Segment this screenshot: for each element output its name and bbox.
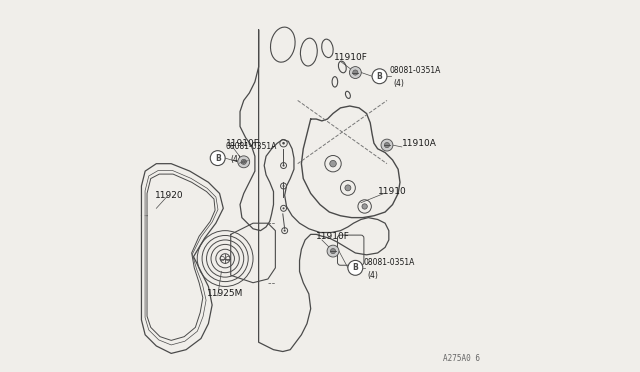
Circle shape xyxy=(330,160,336,167)
Text: 11910F: 11910F xyxy=(334,53,367,62)
Text: 11920: 11920 xyxy=(154,191,183,200)
Text: B: B xyxy=(215,154,221,163)
Text: (4): (4) xyxy=(393,79,404,88)
Circle shape xyxy=(282,142,285,144)
Circle shape xyxy=(238,156,250,168)
Text: (4): (4) xyxy=(230,155,241,164)
Text: 08081-0351A: 08081-0351A xyxy=(225,142,277,151)
Text: 11910F: 11910F xyxy=(316,232,349,241)
Circle shape xyxy=(282,164,285,167)
Text: B: B xyxy=(377,72,382,81)
Circle shape xyxy=(282,185,285,187)
Text: A275A0 6: A275A0 6 xyxy=(443,354,480,363)
Circle shape xyxy=(282,207,285,209)
Circle shape xyxy=(362,204,367,209)
Circle shape xyxy=(327,245,339,257)
Circle shape xyxy=(372,69,387,84)
Circle shape xyxy=(284,230,285,232)
Circle shape xyxy=(348,260,363,275)
Text: 08081-0351A: 08081-0351A xyxy=(363,258,415,267)
Circle shape xyxy=(353,70,358,75)
Text: B: B xyxy=(353,263,358,272)
Circle shape xyxy=(211,151,225,166)
Text: 11925M: 11925M xyxy=(207,289,243,298)
Text: (4): (4) xyxy=(367,271,378,280)
Text: 11910A: 11910A xyxy=(402,139,436,148)
Circle shape xyxy=(241,159,246,164)
Circle shape xyxy=(381,139,393,151)
Circle shape xyxy=(349,67,362,78)
Circle shape xyxy=(385,142,390,148)
Text: 11910: 11910 xyxy=(378,187,407,196)
Text: 11910F: 11910F xyxy=(227,139,260,148)
Text: 08081-0351A: 08081-0351A xyxy=(389,66,440,75)
Circle shape xyxy=(345,185,351,191)
Circle shape xyxy=(330,248,335,254)
